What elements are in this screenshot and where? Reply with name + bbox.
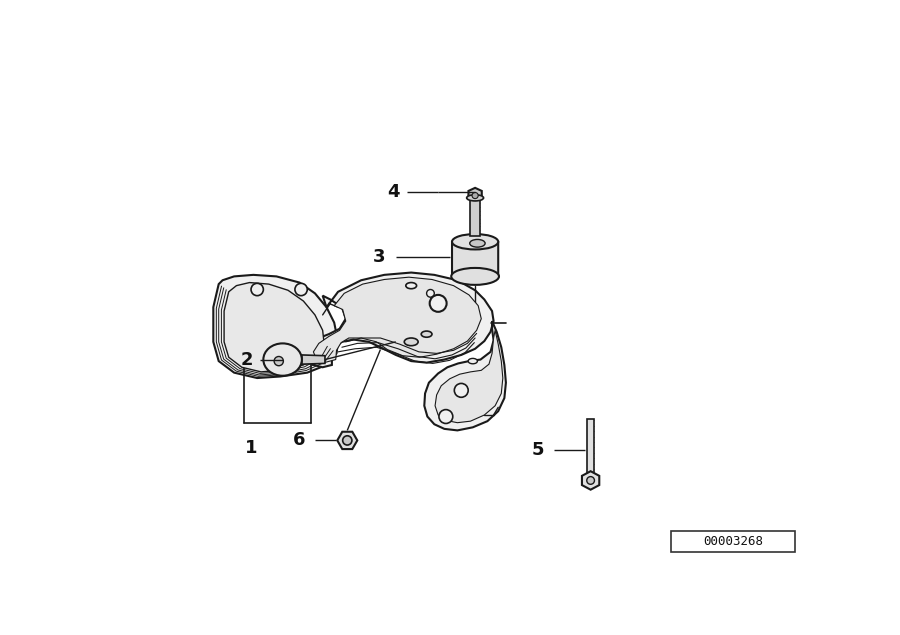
Text: 1: 1 bbox=[245, 439, 257, 457]
Polygon shape bbox=[313, 277, 482, 363]
Polygon shape bbox=[587, 419, 595, 472]
Text: 5: 5 bbox=[532, 441, 544, 458]
Polygon shape bbox=[338, 432, 357, 449]
Text: 2: 2 bbox=[241, 351, 254, 368]
Polygon shape bbox=[582, 471, 599, 490]
Polygon shape bbox=[307, 272, 493, 367]
Polygon shape bbox=[213, 275, 338, 378]
Ellipse shape bbox=[406, 283, 417, 289]
Circle shape bbox=[427, 290, 435, 297]
Circle shape bbox=[274, 356, 284, 366]
Text: 3: 3 bbox=[374, 248, 386, 266]
Polygon shape bbox=[452, 236, 499, 284]
Bar bbox=[670, 530, 796, 552]
Polygon shape bbox=[302, 355, 325, 364]
Circle shape bbox=[439, 410, 453, 424]
Polygon shape bbox=[435, 330, 503, 423]
Ellipse shape bbox=[452, 234, 499, 250]
Circle shape bbox=[429, 295, 446, 312]
Ellipse shape bbox=[264, 344, 302, 376]
Circle shape bbox=[295, 283, 307, 296]
Ellipse shape bbox=[466, 195, 483, 201]
Polygon shape bbox=[468, 188, 482, 200]
Polygon shape bbox=[471, 199, 480, 236]
Circle shape bbox=[454, 384, 468, 398]
Text: 6: 6 bbox=[293, 431, 306, 450]
Circle shape bbox=[251, 283, 264, 296]
Circle shape bbox=[587, 477, 595, 485]
Ellipse shape bbox=[468, 358, 477, 364]
Text: 00003268: 00003268 bbox=[703, 535, 763, 548]
Ellipse shape bbox=[421, 331, 432, 337]
Circle shape bbox=[343, 436, 352, 445]
Polygon shape bbox=[424, 321, 506, 431]
Ellipse shape bbox=[470, 239, 485, 247]
Text: 4: 4 bbox=[387, 184, 400, 201]
Ellipse shape bbox=[451, 268, 499, 285]
Ellipse shape bbox=[404, 338, 419, 345]
Polygon shape bbox=[224, 283, 324, 372]
Circle shape bbox=[472, 192, 478, 199]
